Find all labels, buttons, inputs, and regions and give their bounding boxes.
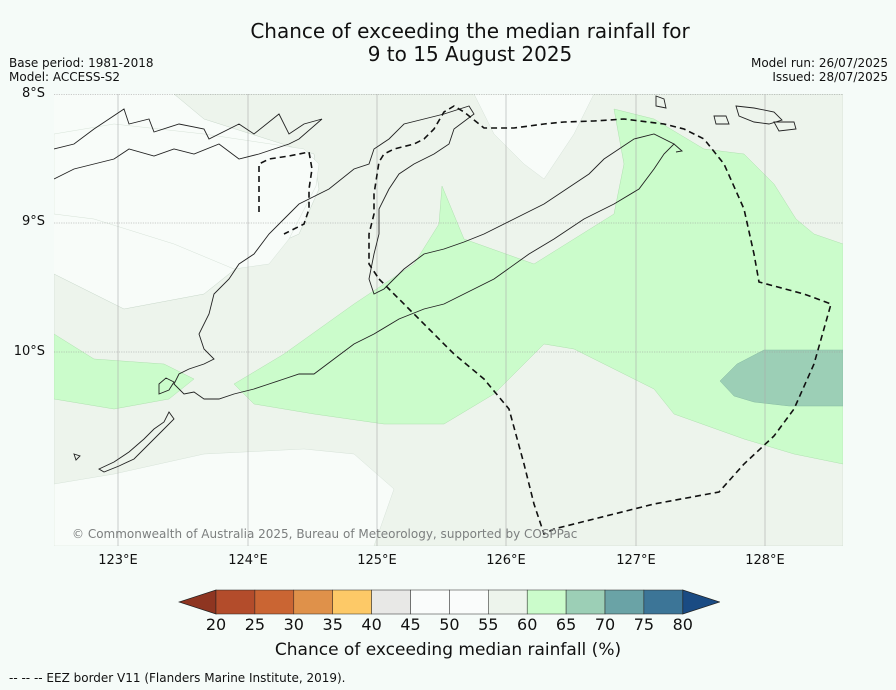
- colorbar-swatch: [410, 589, 450, 615]
- lon-label-124e: 124°E: [228, 553, 268, 568]
- colorbar-tick-label: 35: [322, 615, 343, 634]
- coastline: [53, 95, 797, 473]
- colorbar-arrow-low: [177, 589, 217, 615]
- zone-50-55-northwest: [53, 123, 320, 270]
- lon-label-127e: 127°E: [616, 553, 656, 568]
- lon-label-126e: 126°E: [486, 553, 526, 568]
- meta-right: Model run: 26/07/2025 Issued: 28/07/2025: [751, 56, 888, 84]
- map-canvas: [53, 93, 844, 547]
- colorbar-tick-label: 20: [205, 615, 227, 634]
- colorbar-arrow-high: [682, 589, 721, 615]
- eez-legend-note: -- -- -- EEZ border V11 (Flanders Marine…: [9, 671, 346, 685]
- rainfall-map: [53, 93, 844, 547]
- colorbar-swatch: [604, 589, 645, 615]
- colorbar-swatch: [215, 589, 256, 615]
- colorbar-swatch: [565, 589, 606, 615]
- colorbar-swatch: [254, 589, 295, 615]
- copyright-note: © Commonwealth of Australia 2025, Bureau…: [72, 527, 578, 541]
- colorbar-swatch: [371, 589, 411, 615]
- colorbar-tick-label: 55: [478, 615, 499, 634]
- colorbar-tick-label: 70: [594, 615, 616, 634]
- lon-label-128e: 128°E: [745, 553, 785, 568]
- colorbar-label: Chance of exceeding median rainfall (%): [274, 640, 622, 660]
- colorbar-tick-label: 30: [283, 615, 304, 634]
- issued-date: Issued: 28/07/2025: [772, 70, 888, 84]
- model-name: Model: ACCESS-S2: [9, 70, 121, 84]
- colorbar-swatch: [332, 589, 372, 615]
- map-title: Chance of exceeding the median rainfall …: [0, 20, 896, 66]
- meridians: [117, 94, 766, 546]
- colorbar-tick-label: 80: [672, 615, 693, 634]
- colorbar-swatch: [526, 589, 567, 615]
- colorbar-swatch: [488, 589, 528, 615]
- model-run: Model run: 26/07/2025: [750, 56, 888, 70]
- colorbar-swatch: [293, 589, 333, 615]
- zone-60-65-band: [233, 108, 844, 465]
- colorbar-tick-label: 40: [361, 615, 382, 634]
- colorbar: [177, 589, 721, 621]
- colorbar-swatch: [449, 589, 489, 615]
- colorbar-tick-label: 60: [517, 615, 538, 634]
- graticule: [54, 94, 843, 353]
- colorbar-tick-label: 25: [244, 615, 266, 634]
- lon-label-123e: 123°E: [98, 553, 138, 568]
- colorbar-tick-label: 65: [555, 615, 577, 634]
- base-period: Base period: 1981-2018: [9, 56, 154, 70]
- colorbar-tick-label: 45: [400, 615, 421, 634]
- colorbar-swatch: [643, 589, 684, 615]
- lat-label-9s: 9°S: [21, 214, 45, 229]
- colorbar-tick-label: 50: [439, 615, 460, 634]
- lon-label-125e: 125°E: [357, 553, 397, 568]
- zone-50-55-north: [473, 93, 595, 180]
- title-line-1: Chance of exceeding the median rainfall …: [250, 19, 690, 43]
- lat-label-10s: 10°S: [13, 344, 45, 359]
- meta-left: Base period: 1981-2018 Model: ACCESS-S2: [9, 56, 154, 84]
- lat-label-8s: 8°S: [21, 86, 45, 101]
- title-line-2: 9 to 15 August 2025: [367, 42, 573, 66]
- colorbar-tick-label: 75: [633, 615, 655, 634]
- colorbar-swatches: [177, 589, 721, 615]
- eez-border: [258, 105, 832, 536]
